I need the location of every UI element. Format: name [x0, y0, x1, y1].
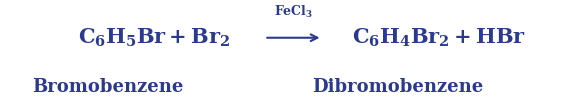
Text: $\mathregular{C_6H_5Br + Br_2}$: $\mathregular{C_6H_5Br + Br_2}$ [78, 27, 230, 49]
Text: Dibromobenzene: Dibromobenzene [313, 78, 483, 96]
Text: Bromobenzene: Bromobenzene [32, 78, 183, 96]
Text: $\mathregular{C_6H_4Br_2 + HBr}$: $\mathregular{C_6H_4Br_2 + HBr}$ [352, 27, 526, 49]
Text: $\mathregular{FeCl_3}$: $\mathregular{FeCl_3}$ [274, 4, 313, 20]
